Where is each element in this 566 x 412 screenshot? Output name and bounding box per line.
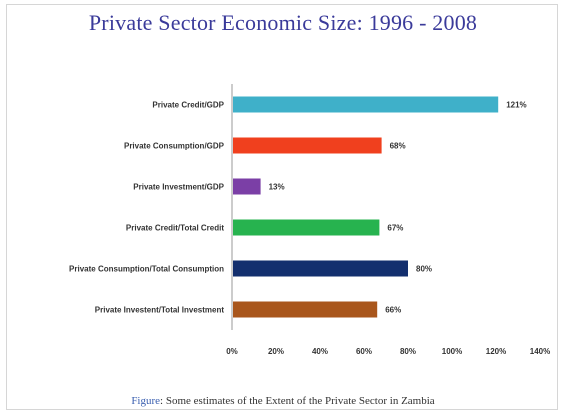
bar [233, 260, 408, 277]
category-label: Private Credit/Total Credit [126, 224, 224, 233]
category-label: Private Credit/GDP [152, 101, 224, 110]
category-label: Private Investent/Total Investment [95, 306, 225, 315]
bar [233, 219, 380, 236]
x-tick-label: 0% [226, 347, 238, 356]
x-tick-label: 20% [268, 347, 284, 356]
bar [233, 301, 378, 318]
x-tick-label: 100% [442, 347, 462, 356]
bar [233, 96, 499, 113]
data-label: 121% [506, 101, 526, 110]
category-label: Private Investment/GDP [133, 183, 224, 192]
category-label: Private Consumption/GDP [124, 142, 225, 151]
x-tick-label: 140% [530, 347, 550, 356]
data-label: 80% [416, 265, 432, 274]
chart-frame [6, 4, 558, 410]
caption-lead: Figure [131, 395, 161, 407]
data-label: 67% [387, 224, 403, 233]
x-tick-label: 80% [400, 347, 416, 356]
x-tick-label: 40% [312, 347, 328, 356]
x-tick-label: 120% [486, 347, 506, 356]
x-tick-label: 60% [356, 347, 372, 356]
bar [233, 137, 382, 154]
data-label: 66% [385, 306, 401, 315]
figure-caption: Figure: Some estimates of the Extent of … [0, 395, 566, 407]
data-label: 13% [269, 183, 285, 192]
caption-text: : Some estimates of the Extent of the Pr… [160, 395, 435, 407]
category-label: Private Consumption/Total Consumption [69, 265, 224, 274]
chart-title: Private Sector Economic Size: 1996 - 200… [88, 10, 478, 35]
data-label: 68% [390, 142, 406, 151]
bar [233, 178, 261, 195]
